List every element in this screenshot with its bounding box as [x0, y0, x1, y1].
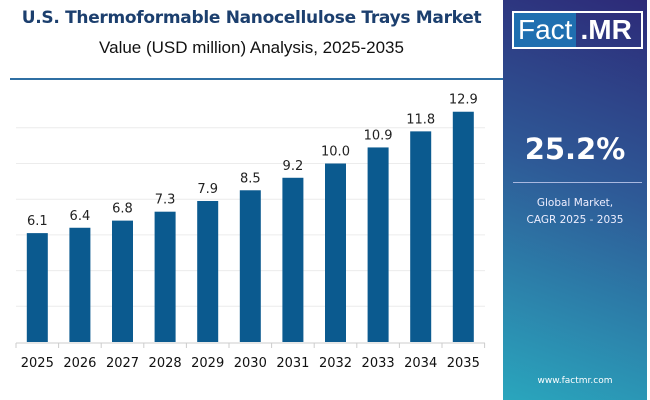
value-label-2029: 7.9 — [197, 182, 218, 197]
website-link[interactable]: www.factmr.com — [537, 376, 613, 386]
x-tick-label-2028: 2028 — [149, 356, 182, 371]
bar-2034 — [410, 131, 432, 342]
bar-2031 — [282, 177, 304, 342]
value-label-2035: 12.9 — [449, 93, 478, 108]
chart-subtitle: Value (USD million) Analysis, 2025-2035 — [99, 38, 404, 57]
value-label-2031: 9.2 — [283, 159, 304, 174]
x-tick-label-2035: 2035 — [447, 356, 480, 371]
bar-2035 — [452, 111, 474, 342]
x-tick-label-2032: 2032 — [319, 356, 352, 371]
x-tick-label-2033: 2033 — [362, 356, 395, 371]
x-tick-label-2025: 2025 — [21, 356, 54, 371]
bar-2030 — [239, 190, 261, 342]
bar-2027 — [112, 220, 133, 342]
value-label-2034: 11.8 — [406, 112, 435, 127]
logo-fact: Fact — [514, 13, 577, 47]
cagr-label-line2: CAGR 2025 - 2035 — [526, 214, 624, 226]
value-label-2030: 8.5 — [240, 171, 261, 186]
value-label-2026: 6.4 — [70, 209, 91, 224]
factmr-logo: Fact .MR — [512, 11, 643, 49]
cagr-label-line1: Global Market, — [536, 197, 614, 209]
value-label-2032: 10.0 — [321, 145, 350, 160]
bar-2028 — [154, 211, 176, 342]
value-label-2025: 6.1 — [27, 214, 48, 229]
x-tick-label-2029: 2029 — [191, 356, 224, 371]
bar-2033 — [367, 147, 389, 342]
chart-title: U.S. Thermoformable Nanocellulose Trays … — [21, 8, 482, 28]
bar-2032 — [325, 163, 346, 342]
title-divider — [10, 78, 503, 80]
bar-chart: 6.1 2025 6.4 2026 6.8 2027 7.3 2028 7.9 2029 8.5 20… — [15, 93, 486, 371]
panel-divider — [513, 182, 642, 183]
x-tick-label-2034: 2034 — [404, 356, 437, 371]
value-label-2028: 7.3 — [155, 193, 176, 208]
bar-2029 — [197, 200, 219, 342]
value-label-2027: 6.8 — [112, 202, 133, 217]
value-label-2033: 10.9 — [364, 128, 393, 143]
cagr-value: 25.2% — [524, 132, 626, 166]
bar-2025 — [26, 233, 48, 342]
logo-mr: .MR — [580, 14, 632, 45]
x-tick-label-2026: 2026 — [63, 356, 96, 371]
x-tick-label-2027: 2027 — [106, 356, 139, 371]
x-tick-label-2031: 2031 — [276, 356, 309, 371]
x-tick-label-2030: 2030 — [234, 356, 267, 371]
cagr-label: Global Market, CAGR 2025 - 2035 — [503, 195, 647, 229]
bar-2026 — [69, 227, 91, 342]
side-panel: Fact .MR 25.2% Global Market, CAGR 2025 … — [503, 0, 650, 400]
